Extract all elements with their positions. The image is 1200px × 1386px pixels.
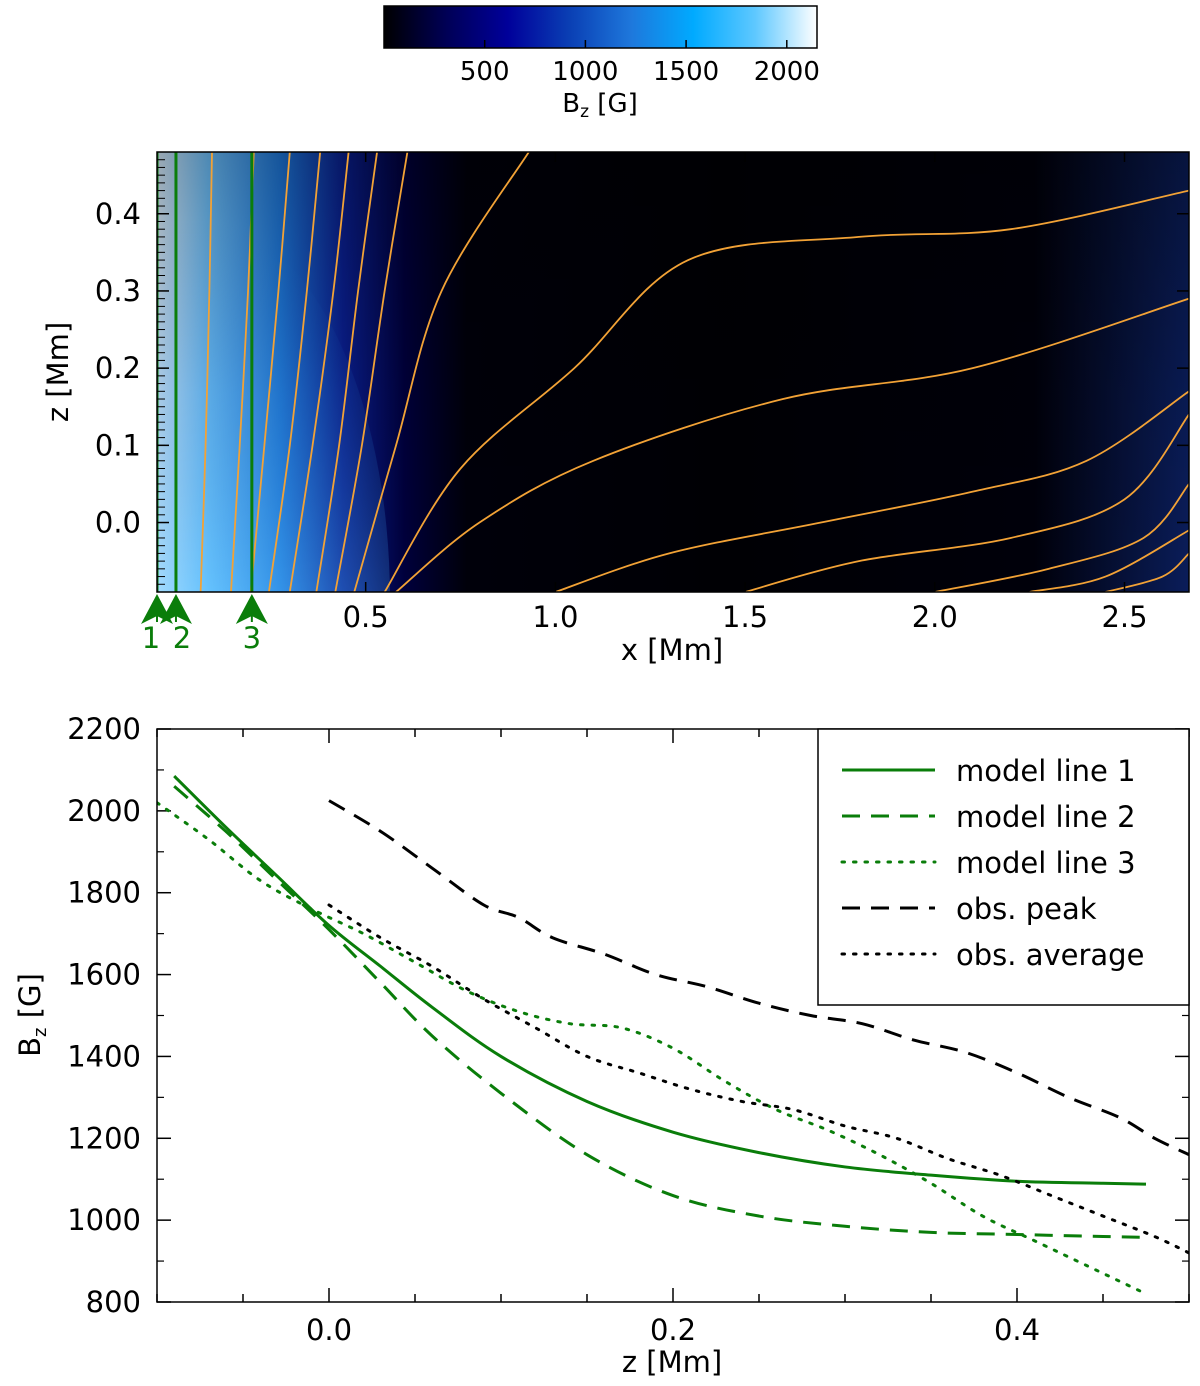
colorbar-gradient xyxy=(383,5,818,49)
heatmap-x-tick-label: 1.5 xyxy=(722,600,768,634)
line-chart-y-tick-label: 1800 xyxy=(67,876,141,910)
line-chart-y-tick-label: 1400 xyxy=(67,1039,141,1073)
heatmap-left-minor-ticks xyxy=(157,151,165,593)
colorbar-ticks: 500 1000 1500 2000 xyxy=(460,40,820,87)
line-chart-y-tick-label: 1000 xyxy=(67,1203,141,1237)
heatmap-y-tick-label: 0.3 xyxy=(95,274,141,308)
colorbar: 500 1000 1500 2000 Bz [G] xyxy=(383,5,820,122)
colorbar-tick-label: 2000 xyxy=(754,57,820,87)
series-model-line-3 xyxy=(157,801,1148,1296)
field-line xyxy=(1105,552,1189,592)
line-chart-ticks: 800 1000 1200 1400 1600 1800 2000 2200 0.0 0.2 0.4 xyxy=(67,712,1190,1347)
marker-label: 1 xyxy=(142,621,160,655)
heatmap-x-axis-title: x [Mm] xyxy=(621,633,723,667)
legend-label: obs. average xyxy=(956,938,1144,972)
legend-label: model line 1 xyxy=(956,754,1136,788)
field-lines xyxy=(199,152,1189,592)
line-marker-3: 3 xyxy=(235,594,268,655)
heatmap-y-ticks: 0.0 0.1 0.2 0.3 0.4 xyxy=(95,197,1189,540)
heatmap-x-tick-label: 1.0 xyxy=(532,600,578,634)
field-line xyxy=(199,152,213,592)
line-chart-y-tick-label: 2200 xyxy=(67,712,141,746)
field-line xyxy=(934,483,1189,592)
line-chart-panel: 800 1000 1200 1400 1600 1800 2000 2200 0.0 0.2 0.4… xyxy=(13,712,1190,1379)
field-line xyxy=(315,152,378,592)
line-chart-y-tick-label: 2000 xyxy=(67,794,141,828)
line-chart-x-tick-label: 0.4 xyxy=(994,1313,1040,1347)
line-chart-y-tick-label: 800 xyxy=(86,1285,141,1319)
colorbar-tick-label: 1500 xyxy=(653,57,719,87)
line-chart-x-tick-label: 0.0 xyxy=(306,1313,352,1347)
line-chart-x-tick-label: 0.2 xyxy=(650,1313,696,1347)
series-model-line-2 xyxy=(173,785,1147,1239)
field-line xyxy=(555,390,1189,592)
field-line xyxy=(383,189,1189,592)
field-line xyxy=(288,152,350,592)
heatmap-y-tick-label: 0.0 xyxy=(95,506,141,540)
heatmap-frame xyxy=(156,151,1190,593)
legend-label: model line 2 xyxy=(956,800,1136,834)
line-chart-y-tick-label: 1600 xyxy=(67,958,141,992)
series-obs-peak xyxy=(328,799,1189,1157)
legend: model line 1 model line 2 model line 3 obs.… xyxy=(817,728,1190,1006)
colorbar-tick-label: 1000 xyxy=(552,57,618,87)
marker-arrow-icon xyxy=(159,594,192,624)
field-line xyxy=(268,152,322,592)
heatmap-x-ticks: 0.5 1.0 1.5 2.0 2.5 xyxy=(343,152,1148,634)
series-model-line-1 xyxy=(173,775,1147,1186)
marker-label: 2 xyxy=(173,621,191,655)
heatmap-y-tick-label: 0.2 xyxy=(95,351,141,385)
colorbar-tick-label: 500 xyxy=(460,57,510,87)
field-line xyxy=(334,152,409,592)
heatmap-vertical-fade xyxy=(157,152,1189,592)
model-vertical-lines xyxy=(157,152,254,592)
heatmap-y-tick-label: 0.4 xyxy=(95,197,141,231)
legend-box xyxy=(817,728,1190,1006)
line-chart-frame xyxy=(156,728,1190,1303)
field-line xyxy=(353,152,530,592)
heatmap-y-tick-label: 0.1 xyxy=(95,428,141,462)
marker-label: 3 xyxy=(243,621,261,655)
legend-label: obs. peak xyxy=(956,892,1097,926)
field-line xyxy=(249,152,291,592)
field-line xyxy=(395,297,1189,592)
line-marker-2: 2 xyxy=(159,594,192,655)
heatmap-y-axis-title: z [Mm] xyxy=(41,322,75,422)
line-chart-y-axis-title: Bz [G] xyxy=(13,973,51,1057)
heatmap-x-tick-label: 2.5 xyxy=(1101,600,1147,634)
legend-label: model line 3 xyxy=(956,846,1136,880)
field-line xyxy=(1029,529,1189,592)
heatmap-x-tick-label: 0.5 xyxy=(343,600,389,634)
line-chart-x-axis-title: z [Mm] xyxy=(622,1345,722,1379)
line-chart-series xyxy=(157,775,1189,1296)
line-chart-y-tick-label: 1200 xyxy=(67,1121,141,1155)
heatmap-x-tick-label: 2.0 xyxy=(912,600,958,634)
series-obs-average xyxy=(327,903,1189,1255)
field-line xyxy=(744,413,1189,592)
line-marker-1: 1 xyxy=(141,594,173,655)
marker-arrow-icon xyxy=(235,594,268,624)
colorbar-title: Bz [G] xyxy=(562,89,637,122)
